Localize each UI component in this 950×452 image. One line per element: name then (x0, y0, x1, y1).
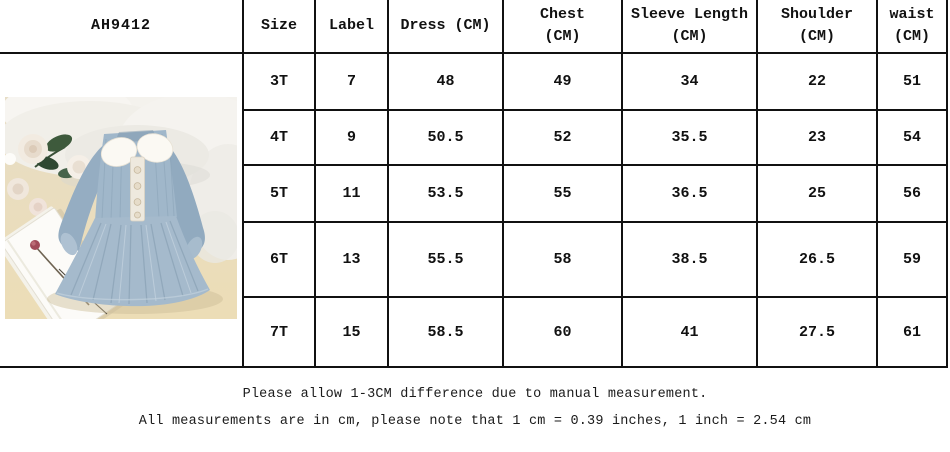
table-row: 7T 15 58.5 60 41 27.5 61 (0, 296, 948, 368)
cell-size: 6T (242, 221, 316, 298)
cell-chest: 55 (502, 164, 623, 223)
cell-chest: 52 (502, 109, 623, 166)
product-code: AH9412 (0, 0, 244, 54)
size-chart-table: AH9412 Size Label Dress (CM) Chest (CM) … (0, 0, 948, 368)
cell-shoulder: 22 (756, 52, 878, 111)
cell-shoulder: 25 (756, 164, 878, 223)
dress (47, 129, 223, 314)
cell-waist: 59 (876, 221, 948, 298)
cell-sleeve: 38.5 (621, 221, 758, 298)
cell-shoulder: 27.5 (756, 296, 878, 368)
cell-dress: 55.5 (387, 221, 504, 298)
note-line-1: Please allow 1-3CM difference due to man… (242, 387, 708, 402)
product-photo (0, 62, 287, 341)
cell-label: 11 (314, 164, 389, 223)
col-header-shoulder: Shoulder (CM) (756, 0, 878, 54)
col-header-chest: Chest (CM) (502, 0, 623, 54)
cell-sleeve: 41 (621, 296, 758, 368)
table-row: 3T 7 48 49 34 22 51 (0, 52, 948, 368)
cell-dress: 48 (387, 52, 504, 111)
cell-sleeve: 36.5 (621, 164, 758, 223)
cell-sleeve: 35.5 (621, 109, 758, 166)
buttons (133, 165, 142, 218)
cell-dress: 53.5 (387, 164, 504, 223)
cell-size: 3T (242, 52, 316, 111)
col-header-size: Size (242, 0, 316, 54)
table-row: 4T 9 50.5 52 35.5 23 54 (0, 109, 948, 166)
cell-chest: 58 (502, 221, 623, 298)
cell-dress: 58.5 (387, 296, 504, 368)
cell-waist: 51 (876, 52, 948, 111)
col-header-sleeve-length: Sleeve Length (CM) (621, 0, 758, 54)
cell-shoulder: 23 (756, 109, 878, 166)
cell-shoulder: 26.5 (756, 221, 878, 298)
cell-waist: 54 (876, 109, 948, 166)
product-photo-cell (0, 52, 287, 368)
dress-skirt (55, 215, 210, 306)
measurement-notes: Please allow 1-3CM difference due to man… (0, 381, 950, 435)
cell-chest: 60 (502, 296, 623, 368)
cell-sleeve: 34 (621, 52, 758, 111)
table-row: 5T 11 53.5 55 36.5 25 56 (0, 164, 948, 223)
collar-right (136, 132, 174, 163)
col-header-label: Label (314, 0, 389, 54)
cell-label: 15 (314, 296, 389, 368)
cell-label: 13 (314, 221, 389, 298)
cell-chest: 49 (502, 52, 623, 111)
cell-waist: 56 (876, 164, 948, 223)
cell-dress: 50.5 (387, 109, 504, 166)
skirt-pleats (70, 220, 199, 304)
cell-size: 4T (242, 109, 316, 166)
cell-label: 9 (314, 109, 389, 166)
col-header-dress: Dress (CM) (387, 0, 504, 54)
note-line-2: All measurements are in cm, please note … (138, 414, 812, 429)
cell-waist: 61 (876, 296, 948, 368)
cell-size: 5T (242, 164, 316, 223)
table-row: 6T 13 55.5 58 38.5 26.5 59 (0, 221, 948, 298)
collar-left (100, 136, 138, 167)
cell-size: 7T (242, 296, 316, 368)
col-header-waist: waist (CM) (876, 0, 948, 54)
header-row: AH9412 Size Label Dress (CM) Chest (CM) … (0, 0, 948, 54)
cell-label: 7 (314, 52, 389, 111)
